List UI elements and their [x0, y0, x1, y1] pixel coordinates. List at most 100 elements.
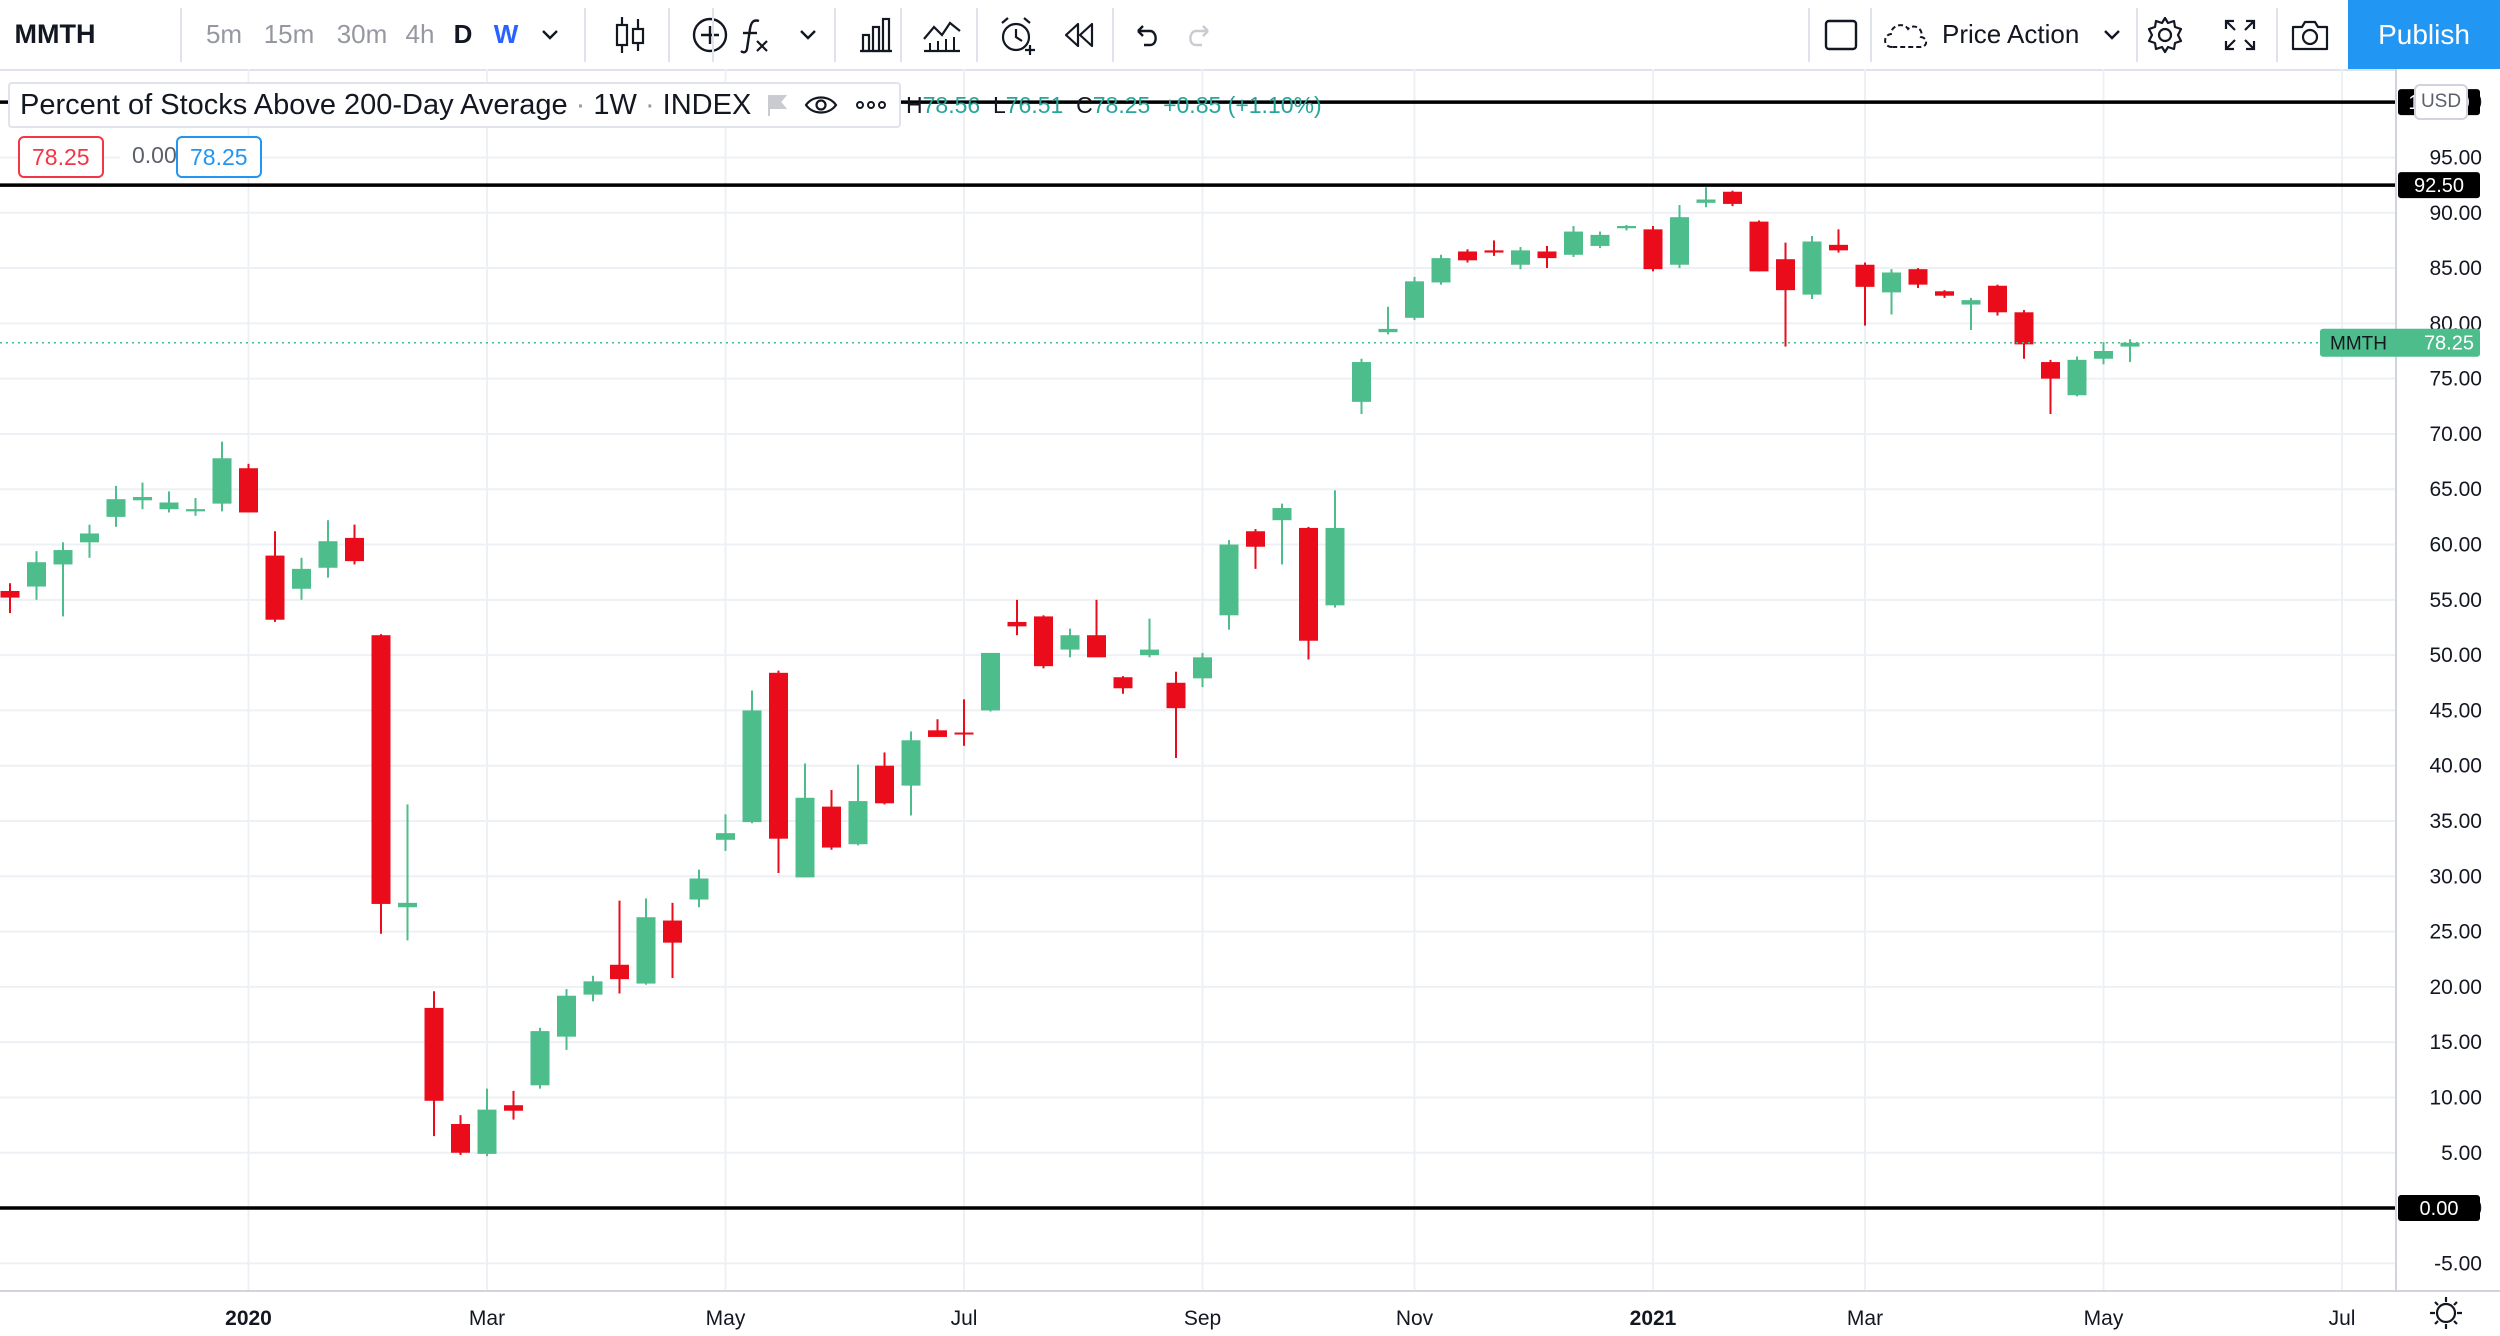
candle-body[interactable] — [133, 496, 152, 501]
candle-body[interactable] — [0, 590, 20, 598]
undo-button[interactable] — [1118, 0, 1174, 69]
candle-body[interactable] — [1087, 635, 1106, 658]
candle-body[interactable] — [610, 964, 629, 980]
candle-body[interactable] — [1643, 229, 1663, 270]
interval-w[interactable]: W — [493, 19, 519, 49]
buy-price-badge[interactable]: 78.25 — [176, 136, 262, 178]
candle-body[interactable] — [583, 981, 603, 995]
candle-body[interactable] — [795, 797, 815, 878]
candle-body[interactable] — [1776, 259, 1795, 291]
candle-body[interactable] — [716, 833, 735, 840]
candle-body[interactable] — [80, 533, 99, 543]
candle-body[interactable] — [1590, 234, 1610, 246]
candle-body[interactable] — [1935, 291, 1954, 296]
interval-30m[interactable]: 30m — [336, 19, 388, 49]
settings-corner-button[interactable] — [2430, 1297, 2462, 1329]
indicators-button[interactable] — [720, 0, 786, 69]
compare-symbol-button[interactable] — [670, 0, 750, 69]
candle-body[interactable] — [1802, 241, 1822, 295]
candle-body[interactable] — [1113, 677, 1133, 689]
candle-body[interactable] — [1272, 508, 1292, 521]
candle-body[interactable] — [504, 1105, 523, 1111]
candle-body[interactable] — [371, 635, 391, 904]
candle-body[interactable] — [398, 902, 417, 908]
candle-body[interactable] — [1988, 285, 2007, 313]
candle-body[interactable] — [53, 550, 73, 565]
candle-body[interactable] — [1193, 657, 1212, 679]
candle-body[interactable] — [1246, 531, 1265, 547]
candle-body[interactable] — [106, 499, 126, 517]
candle-body[interactable] — [451, 1124, 470, 1153]
candle-body[interactable] — [186, 509, 205, 512]
candle-body[interactable] — [530, 1031, 550, 1086]
candle-body[interactable] — [1723, 191, 1742, 204]
candle-body[interactable] — [1696, 199, 1716, 203]
layout-dropdown-button[interactable] — [2092, 0, 2132, 69]
candle-body[interactable] — [318, 541, 338, 568]
candle-body[interactable] — [1537, 251, 1557, 259]
alert-button[interactable] — [982, 0, 1054, 69]
candle-body[interactable] — [663, 920, 682, 943]
interval-5m[interactable]: 5m — [205, 19, 243, 49]
candle-body[interactable] — [769, 672, 788, 839]
candle-style-button[interactable] — [594, 0, 666, 69]
candle-body[interactable] — [954, 732, 974, 735]
candle-body[interactable] — [1219, 544, 1239, 616]
candle-body[interactable] — [239, 468, 258, 513]
interval-15m[interactable]: 15m — [263, 19, 315, 49]
candle-body[interactable] — [1352, 362, 1371, 402]
fullscreen-button[interactable] — [2210, 0, 2270, 69]
candle-body[interactable] — [159, 502, 179, 510]
candle-body[interactable] — [2120, 342, 2140, 347]
candle-body[interactable] — [742, 710, 762, 823]
candle-body[interactable] — [1908, 269, 1928, 285]
time-scale-background[interactable] — [0, 1291, 2500, 1336]
flag-icon[interactable] — [765, 92, 789, 118]
candle-body[interactable] — [2014, 312, 2034, 345]
candle-body[interactable] — [1458, 251, 1477, 261]
snapshot-button[interactable] — [2280, 0, 2340, 69]
candle-body[interactable] — [1961, 300, 1981, 305]
candle-body[interactable] — [822, 806, 841, 848]
candle-body[interactable] — [1829, 244, 1848, 251]
candle-body[interactable] — [1299, 527, 1318, 641]
candle-body[interactable] — [1484, 250, 1504, 253]
candle-body[interactable] — [981, 652, 1000, 711]
candle-body[interactable] — [27, 562, 46, 587]
publish-button[interactable]: Publish — [2348, 0, 2500, 69]
chart-styles-button[interactable] — [906, 0, 978, 69]
candle-body[interactable] — [2067, 359, 2087, 396]
indicators-dropdown-button[interactable] — [788, 0, 828, 69]
candle-body[interactable] — [477, 1109, 497, 1154]
layout-template-button[interactable]: Price Action — [1880, 0, 2120, 69]
candle-body[interactable] — [345, 537, 364, 562]
candle-body[interactable] — [292, 568, 311, 589]
candle-body[interactable] — [1060, 635, 1080, 650]
more-icon[interactable] — [853, 92, 889, 118]
interval-d[interactable]: D — [453, 19, 473, 49]
candle-body[interactable] — [928, 730, 947, 737]
series-legend[interactable]: Percent of Stocks Above 200-Day Average … — [8, 82, 902, 128]
symbol-search-button[interactable]: MMTH — [14, 19, 96, 49]
price-scale-background[interactable] — [2396, 69, 2500, 1291]
candle-body[interactable] — [1007, 621, 1027, 627]
sell-price-badge[interactable]: 78.25 — [18, 136, 104, 178]
candle-body[interactable] — [1749, 221, 1769, 272]
candle-body[interactable] — [875, 765, 894, 804]
eye-icon[interactable] — [803, 92, 839, 118]
candle-body[interactable] — [901, 740, 921, 786]
candle-body[interactable] — [1855, 264, 1875, 287]
candle-body[interactable] — [424, 1007, 444, 1101]
interval-dropdown-button[interactable] — [530, 0, 570, 69]
replay-button[interactable] — [1046, 0, 1112, 69]
settings-button[interactable] — [2136, 0, 2194, 69]
candle-body[interactable] — [1670, 217, 1689, 265]
candle-body[interactable] — [1378, 328, 1398, 333]
candle-body[interactable] — [557, 995, 576, 1037]
candle-body[interactable] — [1034, 616, 1053, 667]
candle-body[interactable] — [1405, 281, 1424, 318]
candle-body[interactable] — [689, 878, 709, 900]
price-chart[interactable]: -5.00 0.00 5.00 10.00 15.00 20.00 25.00 30.00 35… — [0, 69, 2500, 1336]
fullscreen-mode-button[interactable] — [1812, 0, 1870, 69]
redo-button[interactable] — [1172, 0, 1228, 69]
